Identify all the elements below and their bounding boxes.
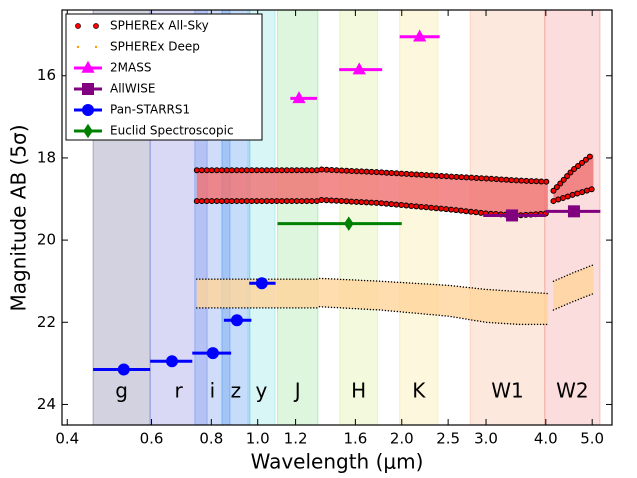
x-tick-label: 4.0 [534, 430, 558, 448]
legend-label: SPHEREx Deep [110, 40, 200, 54]
band-fill [553, 153, 594, 202]
filter-band [399, 9, 439, 426]
band-label: g [115, 379, 128, 403]
y-tick-label: 18 [37, 148, 56, 166]
x-tick-label: 1.6 [343, 430, 367, 448]
x-tick-label: 3.0 [474, 430, 498, 448]
band-fill [196, 169, 548, 216]
marker [292, 91, 306, 104]
legend-marker [75, 23, 81, 29]
marker [413, 29, 427, 42]
marker [255, 277, 268, 290]
legend-label: 2MASS [110, 61, 151, 75]
limit-line [552, 264, 595, 282]
legend-box [65, 13, 263, 141]
x-axis-label: Wavelength (μm) [251, 450, 424, 474]
legend-marker [76, 45, 80, 49]
limit-line [551, 186, 596, 204]
plot-frame [61, 9, 613, 426]
marker [230, 314, 243, 327]
limit-line [551, 151, 596, 193]
band-label: J [293, 379, 301, 403]
band-label: z [231, 379, 242, 403]
limit-line [196, 277, 549, 295]
legend-marker [82, 83, 94, 95]
marker [506, 209, 519, 222]
marker [352, 62, 366, 75]
legend-marker [93, 23, 99, 29]
legend-label: AllWISE [110, 82, 155, 96]
band-label: i [210, 379, 216, 403]
y-tick-label: 16 [37, 66, 56, 84]
limit-line [196, 305, 549, 326]
legend-label: Euclid Spectroscopic [110, 124, 234, 138]
x-tick-label: 0.8 [199, 430, 223, 448]
y-tick-label: 24 [37, 395, 56, 413]
marker [117, 363, 130, 376]
marker [165, 355, 178, 368]
marker [206, 347, 219, 360]
legend-label: SPHEREx All-Sky [110, 19, 209, 33]
legend-marker [82, 104, 94, 116]
x-tick-label: 2.5 [436, 430, 460, 448]
band-fill [196, 278, 548, 325]
y-axis-label: Magnitude AB (5σ) [7, 124, 31, 311]
legend-marker [83, 123, 93, 139]
filter-band [277, 9, 319, 426]
x-tick-label: 0.6 [140, 430, 164, 448]
x-tick-label: 2.0 [390, 430, 414, 448]
legend-marker [81, 60, 95, 73]
y-tick-label: 22 [37, 313, 56, 331]
band-label: K [412, 379, 426, 403]
marker [567, 205, 580, 218]
limit-line [552, 292, 595, 311]
band-label: y [255, 379, 267, 403]
legend-label: Pan-STARRS1 [110, 103, 190, 117]
limit-line [194, 167, 550, 184]
legend-marker [94, 45, 98, 49]
x-tick-label: 0.4 [55, 430, 79, 448]
filter-band [339, 9, 379, 426]
marker [343, 216, 354, 231]
x-tick-label: 5.0 [580, 430, 604, 448]
band-label: H [351, 379, 366, 403]
y-tick-label: 20 [37, 231, 56, 249]
x-tick-label: 1.0 [246, 430, 270, 448]
x-tick-label: 1.2 [284, 430, 308, 448]
filter-band [544, 9, 601, 426]
band-label: W1 [491, 379, 524, 403]
band-label: W2 [556, 379, 589, 403]
legend: SPHEREx All-Sky SPHEREx Deep 2MASS AllWISE P… [65, 13, 263, 141]
band-label: r [175, 379, 184, 403]
band-fill [553, 264, 594, 310]
